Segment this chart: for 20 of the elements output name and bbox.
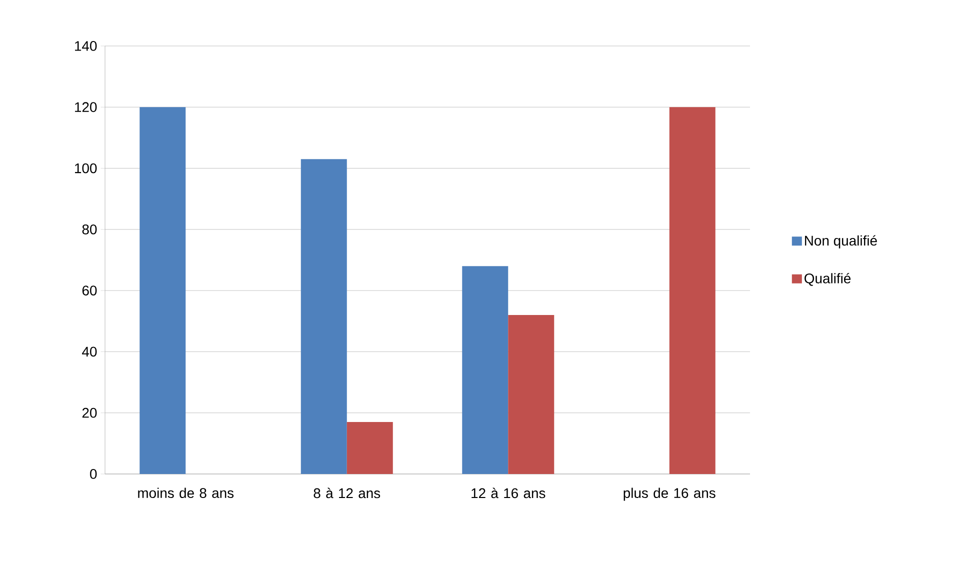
y-tick-label: 140 <box>75 41 97 51</box>
y-tick-label: 80 <box>82 224 97 234</box>
y-tick-label: 120 <box>75 102 97 112</box>
y-tick-label: 100 <box>75 163 97 174</box>
x-tick-label: 12 à 16 ans <box>472 488 546 498</box>
legend-label: Qualifié <box>804 272 851 286</box>
y-tick-label: 0 <box>90 469 97 479</box>
bar <box>300 159 347 474</box>
x-tick-label: plus de 16 ans <box>624 488 716 501</box>
legend-label: Non qualifié <box>805 235 877 248</box>
bar <box>462 266 508 474</box>
bar <box>346 422 393 474</box>
y-tick-label: 20 <box>82 408 97 418</box>
bar <box>140 107 186 474</box>
x-tick-label: moins de 8 ans <box>138 488 234 498</box>
y-tick-label: 60 <box>82 286 97 296</box>
y-tick-label: 40 <box>82 346 97 357</box>
bar <box>669 107 716 474</box>
bar <box>508 315 554 474</box>
x-tick-label: 8 à 12 ans <box>314 488 380 498</box>
